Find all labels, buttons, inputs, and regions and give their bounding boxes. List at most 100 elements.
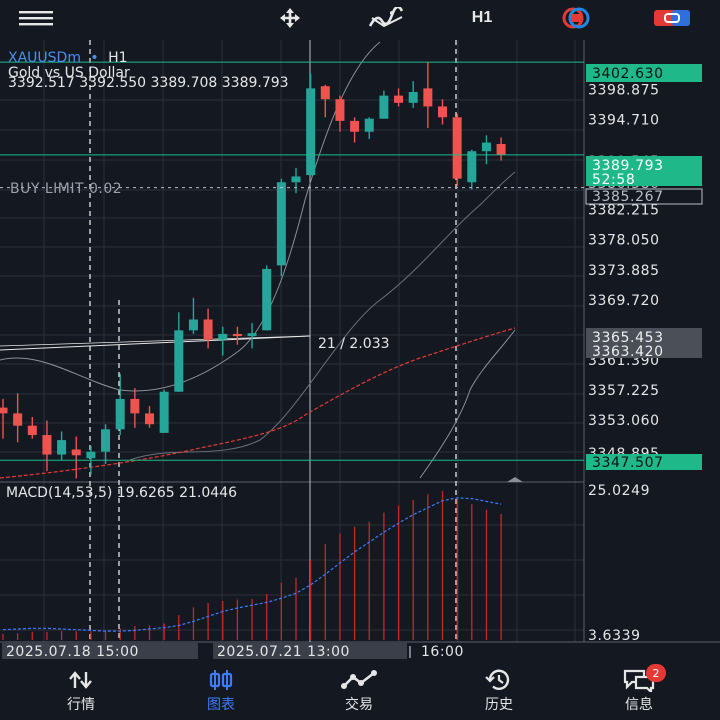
candle — [13, 393, 23, 443]
candle — [145, 406, 154, 428]
candle — [291, 167, 301, 194]
candle-body — [13, 413, 23, 426]
crosshair-move-icon — [280, 8, 300, 28]
candle — [408, 81, 418, 108]
time-label: 2025.07.18 15:00 — [6, 644, 139, 660]
top-toolbar: H1 — [0, 0, 720, 36]
axis-lines — [0, 40, 720, 643]
ruler-price-label: 3365.453 — [592, 330, 664, 346]
nav-history[interactable]: 历史 — [454, 668, 544, 716]
price-tick-label: 3394.710 — [588, 112, 660, 128]
one-click-trading-button[interactable] — [556, 4, 596, 32]
candle-body — [203, 319, 213, 340]
order-price-box — [585, 188, 703, 205]
time-label-box — [2, 643, 198, 659]
quotes-arrows-icon — [69, 671, 92, 689]
candle — [101, 424, 111, 464]
ohlc-values: 3392.517 3392.550 3389.708 3389.793 — [8, 75, 289, 91]
chart-overlays — [0, 41, 516, 479]
price-tick-label: 3378.050 — [588, 233, 660, 249]
candle-body — [130, 398, 140, 414]
moving-average-red — [0, 327, 516, 479]
macd-axis-bottom: 3.6339 — [588, 628, 641, 644]
account-button[interactable] — [650, 4, 694, 32]
history-clock-icon — [485, 669, 510, 690]
buy-limit-order-label[interactable]: BUY LIMIT 0.02 — [10, 181, 122, 197]
price-tick-label: 3373.885 — [588, 263, 660, 279]
candle — [174, 312, 184, 392]
nav-quotes[interactable]: 行情 — [36, 668, 126, 716]
menu-icon — [19, 11, 53, 26]
candle — [71, 436, 81, 479]
candle-body — [276, 182, 286, 266]
nav-trade-label: 交易 — [345, 697, 373, 713]
price-tick-label: 3382.215 — [588, 203, 660, 219]
nav-charts-label: 图表 — [207, 697, 235, 713]
candle — [452, 113, 462, 186]
bottom-navigation: 行情 图表 交易 — [0, 662, 720, 720]
candle-body — [0, 407, 8, 414]
current-price-label: 3389.793 — [592, 158, 664, 174]
candle — [115, 373, 125, 436]
crosshair-button[interactable] — [272, 4, 308, 32]
candle-body — [101, 429, 111, 452]
nav-charts[interactable]: 图表 — [176, 668, 266, 716]
price-label-box — [586, 454, 702, 470]
symbol-name[interactable]: XAUUSDm — [8, 50, 81, 66]
candle — [159, 389, 169, 433]
candle — [481, 135, 491, 165]
candle-body — [481, 142, 491, 152]
candle — [320, 84, 330, 118]
candle — [335, 95, 345, 132]
candle-body — [262, 268, 272, 331]
candle-body — [452, 117, 462, 179]
ruler-price-box — [586, 328, 702, 358]
menu-button[interactable] — [18, 4, 54, 32]
candle-body — [306, 88, 316, 176]
messages-badge: 2 — [646, 664, 666, 682]
chart-symbol-line[interactable]: XAUUSDm • H1 — [8, 50, 128, 66]
time-label-box — [213, 643, 407, 659]
candle — [188, 297, 198, 334]
price-tick-label: 3398.875 — [588, 82, 660, 98]
candle — [247, 323, 257, 349]
price-axis: 3398.875 3394.710 3382.215 3378.050 3373.885… — [507, 64, 703, 482]
candle-body — [423, 88, 433, 107]
indicators-button[interactable] — [366, 4, 406, 32]
macd-signal-line — [2, 497, 502, 632]
middle-band-line — [129, 171, 516, 461]
trade-line-icon — [341, 670, 377, 689]
nav-messages[interactable]: 2 信息 — [594, 664, 684, 716]
candle — [496, 137, 506, 161]
price-tick-label: 3353.060 — [588, 413, 660, 429]
lower-band-line — [419, 329, 516, 479]
nav-trade[interactable]: 交易 — [314, 668, 404, 716]
price-tick-label: 3369.720 — [588, 293, 660, 309]
candle-body — [350, 120, 360, 132]
candle — [203, 308, 213, 349]
one-click-trading-icon — [562, 7, 590, 29]
candle — [364, 117, 374, 139]
chart-grid — [0, 40, 584, 642]
candle-body — [467, 151, 477, 183]
candle — [218, 326, 228, 356]
candle — [262, 265, 272, 331]
candle-body — [394, 95, 404, 103]
macd-panel: 25.0249 3.6339 — [2, 483, 649, 644]
timeframe-button[interactable]: H1 — [471, 9, 493, 26]
time-label: 16:00 — [421, 644, 464, 660]
candle-body — [159, 391, 169, 433]
candles-chart-icon — [209, 670, 233, 690]
candle-body — [27, 425, 37, 436]
current-price-box — [586, 156, 702, 186]
candle-body — [379, 95, 389, 119]
macd-label: MACD(14,53,5) 19.6265 21.0446 — [6, 485, 237, 501]
candle — [394, 88, 404, 107]
nav-history-label: 历史 — [485, 697, 513, 713]
candle — [423, 62, 433, 129]
candle-body — [335, 99, 345, 121]
candle — [57, 431, 67, 461]
account-icon — [654, 10, 690, 26]
candle — [379, 90, 389, 119]
